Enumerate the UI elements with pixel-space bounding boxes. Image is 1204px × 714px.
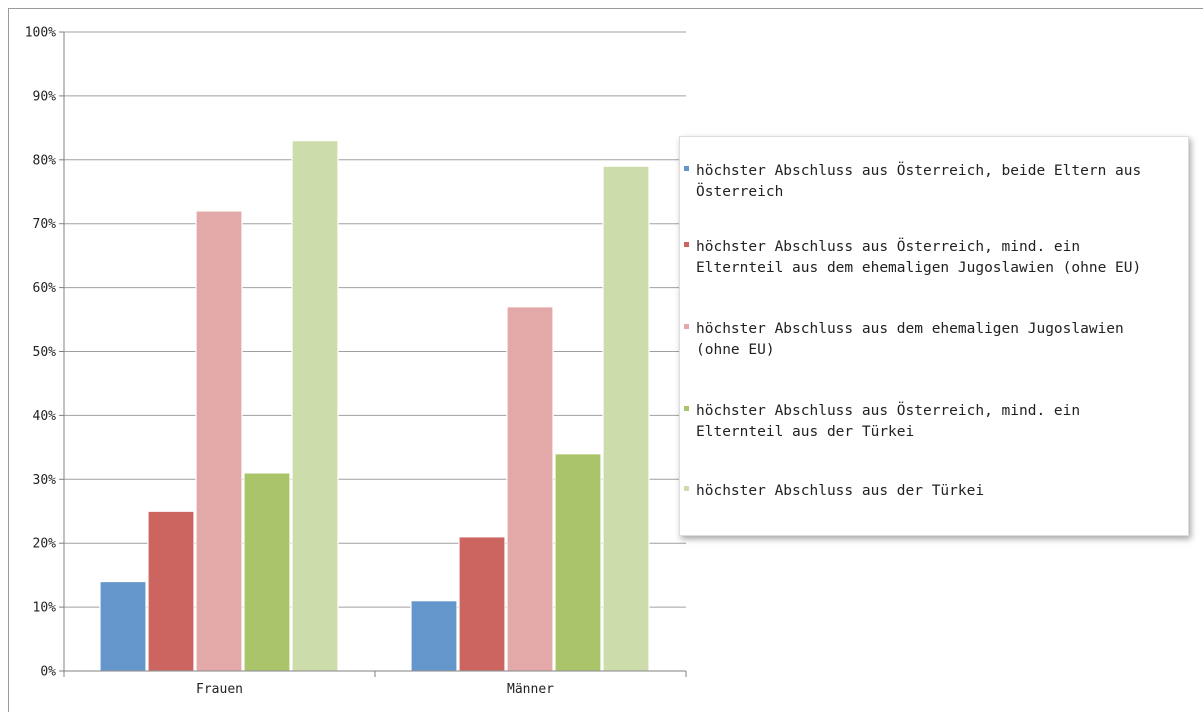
y-tick-label: 20%: [33, 537, 57, 552]
legend-label: höchster Abschluss aus Österreich, beide…: [696, 163, 1142, 200]
y-tick-label: 50%: [33, 345, 57, 360]
y-tick-label: 100%: [25, 26, 56, 41]
y-tick-label: 90%: [33, 89, 57, 104]
legend-swatch: [684, 486, 689, 491]
legend-label: höchster Abschluss aus Österreich, mind.…: [696, 239, 1142, 276]
bar: [458, 536, 506, 672]
y-tick-label: 70%: [33, 217, 57, 232]
y-axis-tick-labels: 0% 10% 20% 30% 40% 50% 60% 70% 80% 90% 100%: [25, 26, 56, 680]
bar: [506, 306, 554, 672]
y-tick-label: 40%: [33, 409, 57, 424]
y-tick-label: 10%: [33, 601, 57, 616]
bars: [99, 140, 650, 672]
x-category-label: Frauen: [196, 682, 243, 697]
axes: [59, 31, 687, 677]
bar: [602, 165, 650, 672]
legend: höchster Abschluss aus Österreich, beide…: [679, 136, 1189, 536]
legend-label: höchster Abschluss aus dem ehemaligen Ju…: [696, 321, 1124, 358]
y-tick-label: 80%: [33, 153, 57, 168]
bar: [410, 600, 458, 672]
bar: [243, 472, 291, 672]
legend-swatch: [684, 242, 689, 247]
legend-swatch: [684, 166, 689, 171]
x-axis-category-labels: Frauen Männer: [196, 682, 554, 697]
bar: [147, 510, 195, 672]
gridlines: [64, 31, 686, 608]
legend-swatch: [684, 406, 689, 411]
chart-frame: [8, 8, 1203, 712]
bar: [195, 210, 243, 672]
bar: [99, 580, 147, 672]
legend-label: höchster Abschluss aus der Türkei: [696, 483, 985, 499]
bar: [291, 140, 339, 672]
y-tick-label: 60%: [33, 281, 57, 296]
bar: [554, 453, 602, 672]
y-tick-label: 30%: [33, 473, 57, 488]
legend-label: höchster Abschluss aus Österreich, mind.…: [696, 403, 1081, 440]
x-category-label: Männer: [507, 682, 554, 697]
legend-swatch: [684, 324, 689, 329]
y-tick-label: 0%: [40, 665, 56, 680]
